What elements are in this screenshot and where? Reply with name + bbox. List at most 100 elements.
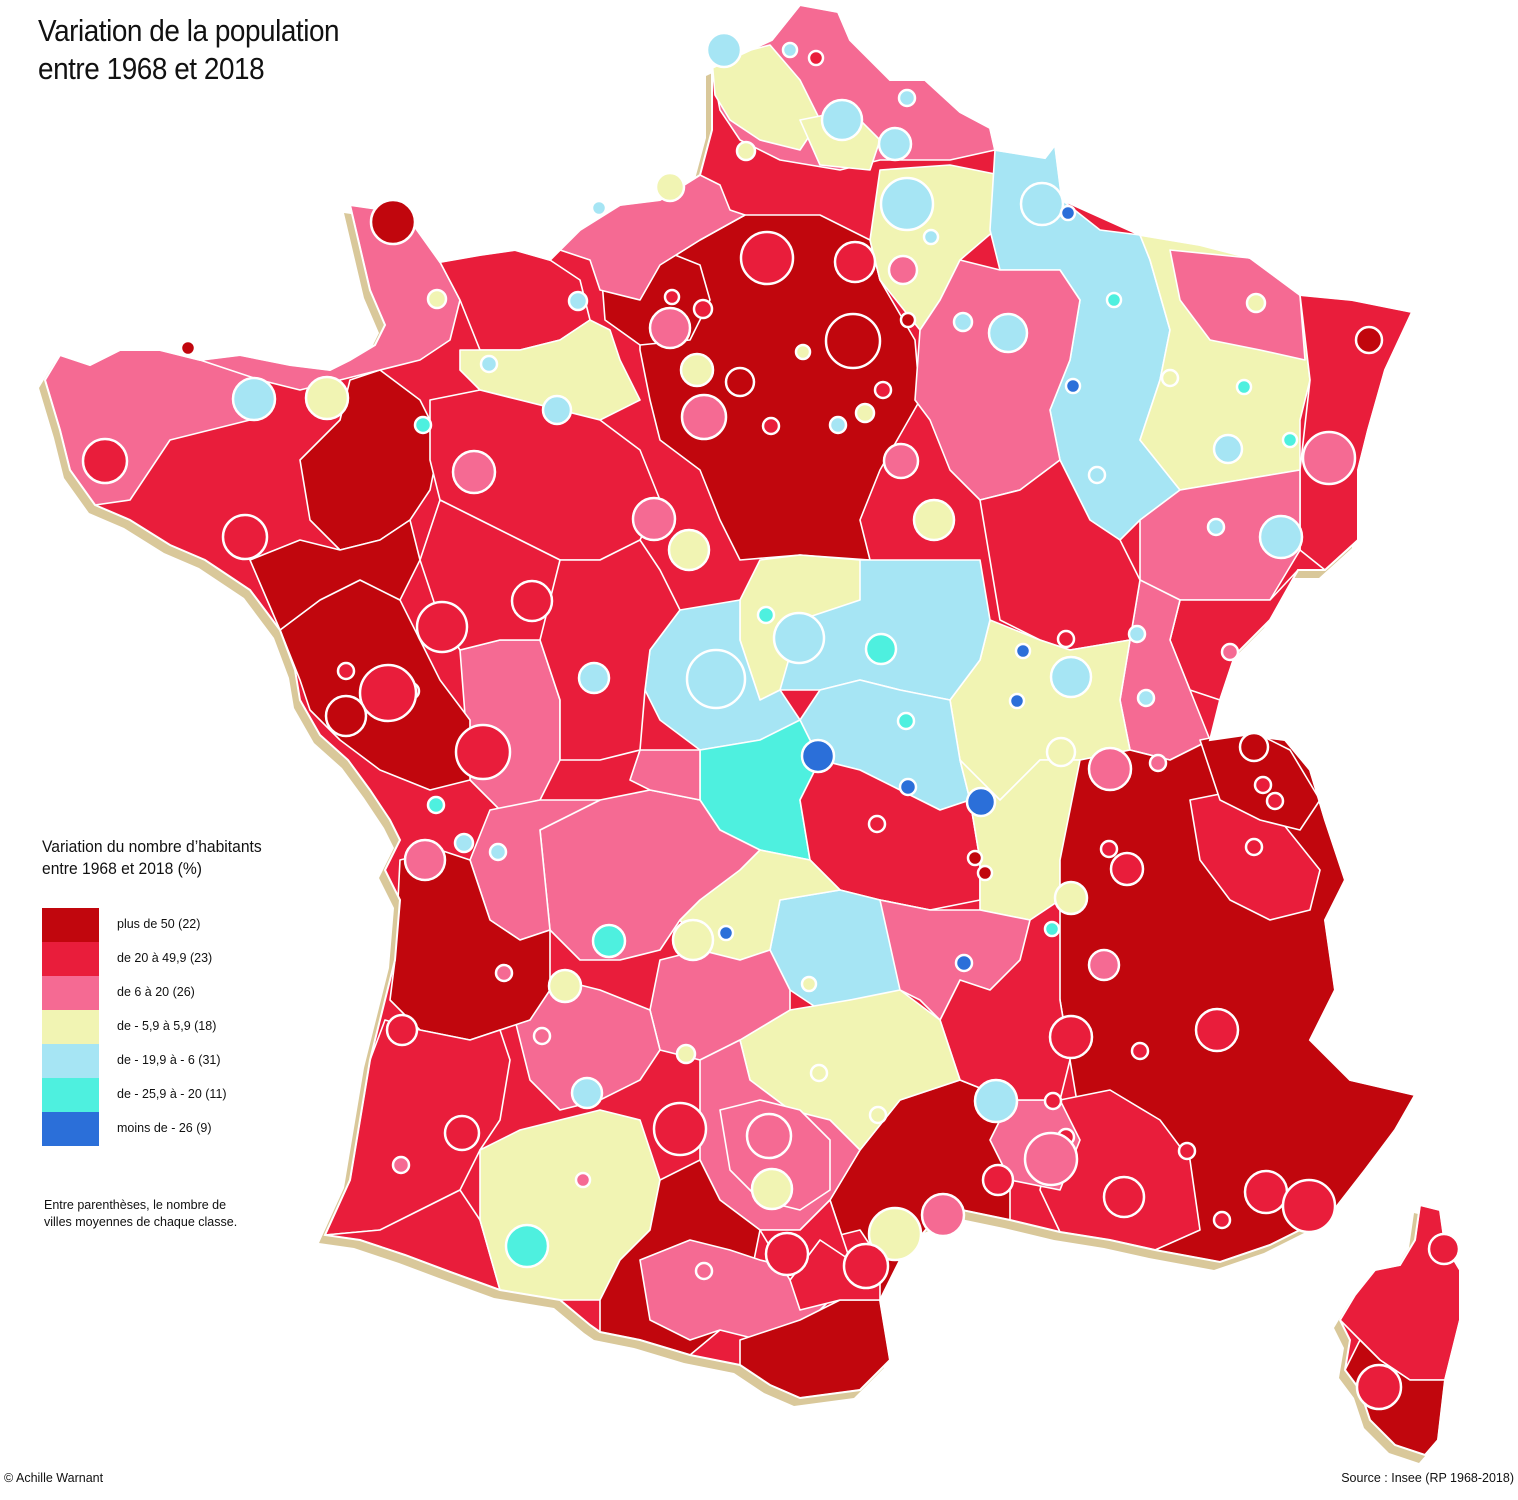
- town-circle: [81, 437, 129, 485]
- legend-swatch: [42, 1078, 99, 1112]
- town-circle: [800, 738, 836, 774]
- map-title: Variation de la population entre 1968 et…: [38, 12, 340, 88]
- town-circle: [591, 923, 627, 959]
- town-circle: [324, 694, 368, 738]
- town-circle: [1045, 736, 1077, 768]
- town-circle: [685, 648, 747, 710]
- town-circle: [965, 786, 997, 818]
- town-circle: [510, 579, 554, 623]
- town-circle: [1355, 1363, 1403, 1411]
- town-circle: [1087, 746, 1133, 792]
- employment-area: [1039, 1089, 1201, 1251]
- town-circle: [567, 290, 589, 312]
- legend-title: Variation du nombre d’habitants entre 19…: [42, 836, 262, 880]
- town-circle: [1212, 433, 1244, 465]
- town-circle: [1048, 1014, 1094, 1060]
- town-circle: [1105, 291, 1123, 309]
- town-circle: [1281, 1178, 1337, 1234]
- corsica-outline: [1338, 1203, 1461, 1457]
- town-circle: [952, 311, 974, 333]
- title-line-1: Variation de la population: [38, 13, 340, 48]
- town-circle: [1043, 1091, 1063, 1111]
- town-circle: [820, 98, 864, 142]
- town-circle: [1023, 1131, 1079, 1187]
- mainland-outline: [43, 3, 1417, 1400]
- town-circle: [705, 31, 743, 69]
- town-circle: [577, 661, 611, 695]
- town-circle: [631, 496, 677, 542]
- legend-swatch: [42, 976, 99, 1010]
- town-circle: [966, 849, 984, 867]
- town-circle: [987, 312, 1029, 354]
- legend-swatch: [42, 1044, 99, 1078]
- town-circle: [882, 442, 920, 480]
- town-circle: [1220, 642, 1240, 662]
- town-circle: [1099, 839, 1119, 859]
- town-circle: [756, 605, 776, 625]
- employment-area: [629, 749, 701, 801]
- town-circle: [1148, 753, 1168, 773]
- legend-label: de 6 à 20 (26): [117, 985, 195, 999]
- town-circle: [671, 918, 715, 962]
- employment-area: [711, 44, 821, 151]
- town-circle: [1244, 837, 1264, 857]
- town-circle: [654, 171, 686, 203]
- town-circle: [1177, 1141, 1197, 1161]
- map-outline: [43, 3, 1461, 1457]
- town-circle: [1258, 514, 1304, 560]
- town-circle: [761, 416, 781, 436]
- town-circle: [954, 953, 974, 973]
- town-circle: [735, 140, 757, 162]
- legend-label: moins de - 26 (9): [117, 1121, 212, 1135]
- town-circle: [920, 1192, 966, 1238]
- town-circle: [494, 963, 514, 983]
- town-circle: [1160, 368, 1180, 388]
- town-circle: [443, 1114, 481, 1152]
- town-circle: [574, 1171, 592, 1189]
- town-circle: [867, 1206, 923, 1262]
- town-circle: [828, 415, 848, 435]
- town-circle: [1301, 430, 1357, 486]
- town-circle: [541, 394, 573, 426]
- town-circle: [1130, 1041, 1150, 1061]
- legend-label: plus de 50 (22): [117, 917, 201, 931]
- legend-swatch: [42, 1010, 99, 1044]
- town-circle: [794, 343, 812, 361]
- town-circle: [781, 41, 799, 59]
- town-circle: [1049, 655, 1093, 699]
- town-circle: [833, 240, 877, 284]
- town-circle: [1059, 204, 1077, 222]
- town-circle: [897, 88, 917, 108]
- town-circle: [899, 311, 917, 329]
- town-circle: [179, 339, 197, 357]
- town-circle: [426, 795, 446, 815]
- town-circle: [809, 1063, 829, 1083]
- town-circle: [772, 611, 826, 665]
- town-circle: [451, 449, 497, 495]
- legend-label: de - 25,9 à - 20 (11): [117, 1087, 227, 1101]
- town-circle: [680, 393, 728, 441]
- town-circle: [807, 49, 825, 67]
- town-circle: [570, 1076, 604, 1110]
- town-circle: [1206, 517, 1226, 537]
- town-circle: [887, 254, 919, 286]
- town-circle: [824, 312, 882, 370]
- town-circle: [391, 1155, 411, 1175]
- town-circle: [1056, 629, 1076, 649]
- town-circle: [1019, 181, 1065, 227]
- town-circle: [896, 711, 916, 731]
- town-circle: [877, 126, 913, 162]
- town-circle: [532, 1026, 552, 1046]
- town-circle: [724, 366, 756, 398]
- town-circle: [1427, 1232, 1461, 1266]
- town-circle: [221, 513, 269, 561]
- town-circle: [1253, 775, 1273, 795]
- town-circle: [426, 288, 448, 310]
- town-circle: [403, 838, 447, 882]
- town-circle: [842, 1242, 890, 1290]
- town-circle: [648, 306, 692, 350]
- town-circle: [1127, 624, 1147, 644]
- town-circle: [1087, 948, 1121, 982]
- legend-label: de - 19,9 à - 6 (31): [117, 1053, 221, 1067]
